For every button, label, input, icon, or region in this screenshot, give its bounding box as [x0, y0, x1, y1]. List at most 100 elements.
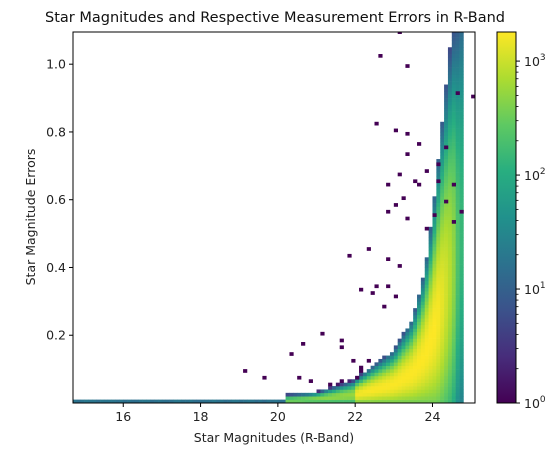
heatmap-cell	[444, 291, 448, 295]
heatmap-cell	[425, 366, 429, 370]
heatmap-cell	[436, 339, 440, 343]
heatmap-cell	[347, 393, 351, 397]
heatmap-cell	[398, 349, 402, 353]
heatmap-cell	[452, 339, 456, 343]
heatmap-cell	[432, 301, 436, 305]
heatmap-cell	[421, 373, 425, 377]
heatmap-cell	[440, 349, 444, 353]
heatmap-cell	[421, 359, 425, 363]
heatmap-cell	[417, 376, 421, 380]
heatmap-cell	[421, 308, 425, 312]
heatmap-cell	[432, 366, 436, 370]
heatmap-cell	[452, 156, 456, 160]
heatmap-cell	[436, 200, 440, 204]
heatmap-cell	[386, 383, 390, 387]
heatmap-cell	[382, 389, 386, 393]
heatmap-cell	[289, 396, 293, 400]
heatmap-cell	[425, 295, 429, 299]
heatmap-cell	[456, 393, 460, 397]
heatmap-cell	[413, 342, 417, 346]
heatmap-cell	[444, 183, 448, 187]
heatmap-cell	[448, 118, 452, 122]
heatmap-cell	[417, 328, 421, 332]
heatmap-cell	[448, 146, 452, 150]
heatmap-cell	[394, 379, 398, 383]
heatmap-cell	[394, 352, 398, 356]
heatmap-cell	[394, 383, 398, 387]
heatmap-cell	[413, 318, 417, 322]
heatmap-cell	[440, 345, 444, 349]
heatmap-cell	[409, 335, 413, 339]
heatmap-cell	[432, 278, 436, 282]
heatmap-cell	[456, 125, 460, 129]
heatmap-cell	[425, 267, 429, 271]
heatmap-cell	[421, 386, 425, 390]
heatmap-cell	[436, 190, 440, 194]
y-tick-label: 1.0	[46, 57, 66, 72]
heatmap-cell	[460, 179, 464, 183]
heatmap-cell	[452, 34, 456, 38]
heatmap-cell	[460, 88, 464, 92]
heatmap-cell	[444, 301, 448, 305]
heatmap-cell	[460, 288, 464, 292]
heatmap-cell	[432, 227, 436, 231]
x-tick-label: 18	[193, 409, 209, 424]
heatmap-cell	[440, 234, 444, 238]
heatmap-cell	[429, 257, 433, 261]
heatmap-cell	[456, 234, 460, 238]
heatmap-cell	[448, 179, 452, 183]
heatmap-cell	[409, 345, 413, 349]
heatmap-cell	[452, 61, 456, 65]
heatmap-cell	[320, 389, 324, 393]
heatmap-cell	[421, 396, 425, 400]
heatmap-cell	[440, 308, 444, 312]
heatmap-cell	[436, 291, 440, 295]
heatmap-cell	[460, 101, 464, 105]
heatmap-cell	[460, 254, 464, 258]
heatmap-cell	[336, 383, 340, 387]
heatmap-cell	[448, 298, 452, 302]
heatmap-cell	[417, 386, 421, 390]
heatmap-cell	[429, 251, 433, 255]
heatmap-cell	[405, 393, 409, 397]
heatmap-cell	[386, 284, 390, 288]
heatmap-cell	[460, 240, 464, 244]
heatmap-cell	[444, 146, 448, 150]
heatmap-cell	[448, 54, 452, 58]
heatmap-cell	[456, 91, 460, 95]
heatmap-cell	[432, 291, 436, 295]
heatmap-cell	[363, 393, 367, 397]
heatmap-cell	[405, 217, 409, 221]
heatmap-cell	[448, 210, 452, 214]
heatmap-cell	[432, 240, 436, 244]
heatmap-cell	[386, 379, 390, 383]
y-tick-label: 0.2	[46, 328, 66, 343]
heatmap-cell	[409, 376, 413, 380]
heatmap-cell	[425, 298, 429, 302]
heatmap-cell	[456, 149, 460, 153]
heatmap-cell	[409, 362, 413, 366]
heatmap-cell	[440, 159, 444, 163]
heatmap-cell	[429, 342, 433, 346]
heatmap-cell	[444, 251, 448, 255]
heatmap-cell	[405, 386, 409, 390]
heatmap-cell	[293, 396, 297, 400]
heatmap-cell	[456, 88, 460, 92]
heatmap-cell	[452, 379, 456, 383]
heatmap-cell	[363, 389, 367, 393]
heatmap-cell	[402, 335, 406, 339]
heatmap-cell	[409, 322, 413, 326]
heatmap-cell	[417, 298, 421, 302]
heatmap-cell	[440, 366, 444, 370]
heatmap-cell	[460, 193, 464, 197]
heatmap-cell	[413, 366, 417, 370]
heatmap-cell	[436, 257, 440, 261]
heatmap-cell	[452, 68, 456, 72]
heatmap-cell	[444, 244, 448, 248]
heatmap-cell	[440, 135, 444, 139]
heatmap-cell	[367, 383, 371, 387]
heatmap-cell	[436, 196, 440, 200]
heatmap-cell	[456, 44, 460, 48]
heatmap-cell	[452, 389, 456, 393]
heatmap-cell	[448, 305, 452, 309]
